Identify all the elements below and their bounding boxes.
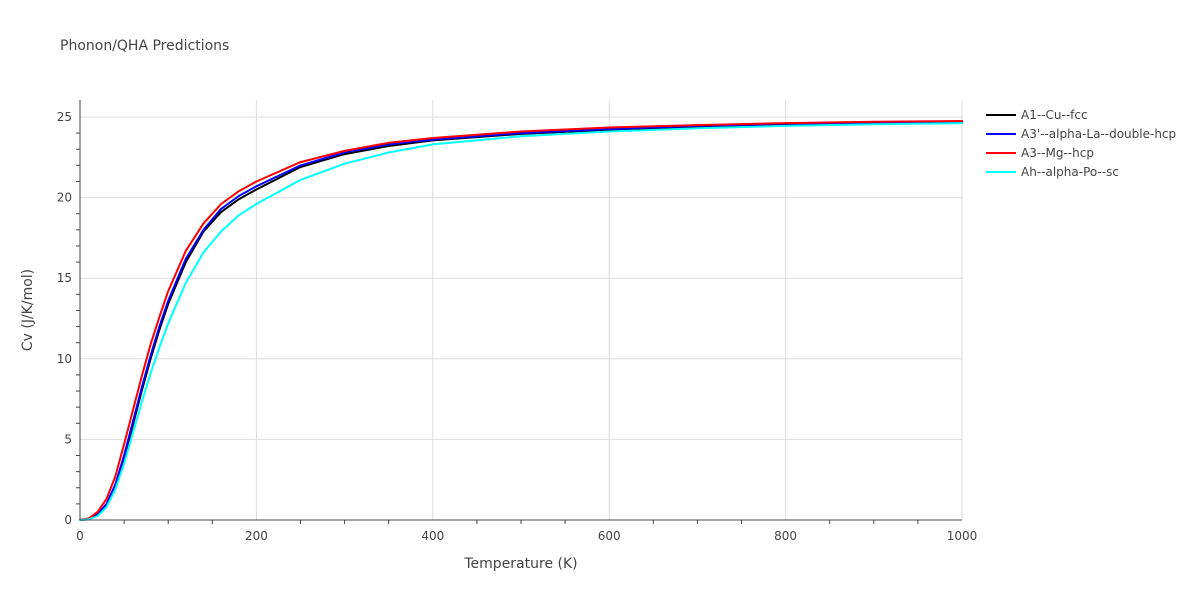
legend[interactable]: A1--Cu--fcc A3'--alpha-La--double-hcp A3--… [986, 108, 1176, 179]
x-tick-label: 0 [76, 529, 84, 543]
y-tick-label: 5 [64, 432, 72, 446]
series-line-3[interactable] [79, 120, 963, 521]
legend-item[interactable]: A3'--alpha-La--double-hcp [986, 127, 1176, 141]
y-axis-title: Cv (J/K/mol) [20, 269, 36, 351]
legend-label: A1--Cu--fcc [1021, 108, 1088, 122]
chart-title: Phonon/QHA Predictions [60, 38, 229, 54]
legend-item[interactable]: Ah--alpha-Po--sc [986, 165, 1119, 179]
y-tick-label: 25 [57, 110, 72, 124]
y-tick-label: 20 [57, 191, 72, 205]
legend-item[interactable]: A1--Cu--fcc [986, 108, 1088, 122]
x-tick-label: 800 [774, 529, 797, 543]
x-tick-label: 400 [421, 529, 444, 543]
series-lines [79, 120, 963, 521]
series-line-1[interactable] [79, 120, 963, 521]
tick-labels: 0 200 400 600 800 1000 0 5 10 15 20 25 [57, 110, 978, 543]
grid [80, 100, 963, 520]
x-tick-label: 1000 [947, 529, 978, 543]
y-tick-label: 10 [57, 352, 72, 366]
y-tick-label: 15 [57, 271, 72, 285]
series-line-4[interactable] [79, 122, 963, 521]
axes [76, 100, 962, 524]
legend-item[interactable]: A3--Mg--hcp [986, 146, 1094, 160]
x-axis-title: Temperature (K) [463, 556, 577, 572]
legend-label: A3--Mg--hcp [1021, 146, 1094, 160]
series-line-2[interactable] [79, 120, 963, 521]
legend-label: Ah--alpha-Po--sc [1021, 165, 1119, 179]
x-tick-label: 600 [598, 529, 621, 543]
legend-label: A3'--alpha-La--double-hcp [1021, 127, 1176, 141]
x-tick-label: 200 [245, 529, 268, 543]
y-tick-label: 0 [64, 513, 72, 527]
